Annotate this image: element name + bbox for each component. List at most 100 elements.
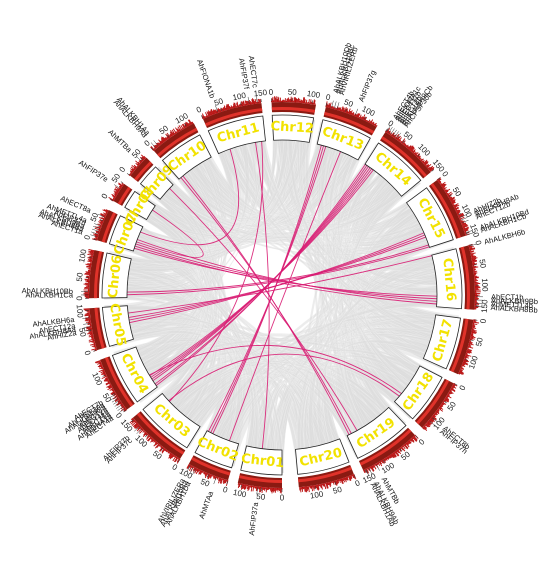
density-bar (114, 188, 120, 193)
density-bar (308, 486, 310, 493)
density-bar (161, 448, 166, 454)
density-bar (470, 253, 474, 256)
gene-marker-line (113, 184, 121, 189)
gene-marker-line (213, 477, 217, 485)
density-bar (114, 188, 120, 192)
density-bar (176, 128, 180, 132)
density-bar (240, 101, 243, 107)
tick-mark (140, 157, 144, 161)
density-bar (174, 132, 177, 135)
density-bar (121, 405, 125, 408)
density-bar (360, 116, 363, 120)
density-bar (402, 142, 406, 146)
density-bar (462, 225, 469, 229)
density-bar (210, 109, 214, 116)
density-bar (429, 418, 434, 422)
density-bar (449, 196, 455, 201)
density-bar (197, 469, 200, 473)
density-bar (345, 476, 348, 481)
density-bar (175, 131, 178, 134)
density-bar (221, 107, 224, 112)
density-bar (186, 463, 190, 469)
density-bar (315, 484, 317, 489)
density-bar (378, 461, 380, 464)
density-bar (471, 331, 477, 334)
density-bar (400, 140, 403, 144)
density-bar (350, 475, 353, 479)
density-bar (460, 220, 463, 223)
density-bar (311, 485, 314, 492)
density-bar (119, 185, 123, 188)
density-bar (335, 480, 338, 486)
density-bar (348, 475, 352, 481)
density-bar (471, 332, 476, 334)
density-bar (166, 137, 169, 140)
density-bar (227, 103, 231, 110)
density-bar (88, 333, 94, 336)
tick-label: 100 (90, 371, 104, 387)
density-bar (115, 186, 121, 191)
density-bar (182, 127, 185, 130)
density-bar (131, 168, 135, 172)
density-bar (243, 100, 246, 106)
density-bar (339, 478, 342, 482)
density-bar (456, 210, 461, 214)
tick-mark (399, 448, 403, 452)
gene-marker-line (394, 131, 399, 138)
density-bar (419, 158, 422, 161)
density-bar (161, 136, 166, 142)
density-bar (388, 455, 392, 459)
density-bar (366, 120, 369, 122)
gene-marker-line (192, 468, 196, 476)
density-bar (374, 122, 377, 127)
density-bar (175, 127, 179, 133)
density-bar (241, 102, 244, 107)
density-bar (385, 457, 388, 460)
tick-mark (93, 350, 97, 352)
density-bar (457, 212, 460, 215)
density-bar (150, 438, 154, 441)
density-bar (87, 332, 93, 335)
density-bar (470, 336, 476, 339)
density-bar (236, 101, 239, 108)
gene-density-track (104, 357, 134, 407)
density-bar (180, 125, 184, 130)
density-bar (405, 144, 409, 148)
density-bar (156, 443, 160, 449)
density-bar (130, 168, 135, 172)
density-bar (123, 406, 126, 409)
density-bar (89, 258, 93, 260)
tick-label: 50 (451, 186, 464, 199)
density-bar (405, 442, 410, 448)
gene-marker-line (90, 234, 98, 238)
gene-marker-line (388, 126, 393, 134)
density-bar (129, 173, 132, 175)
density-bar (111, 387, 113, 389)
density-bar (114, 194, 117, 197)
gene-marker-line (189, 467, 194, 474)
density-bar (371, 465, 375, 472)
gene-name: AhFIONA1b (195, 58, 217, 99)
density-bar (133, 168, 136, 170)
density-bar (406, 441, 410, 445)
density-bar (317, 484, 320, 490)
density-bar (206, 111, 210, 117)
density-bar (207, 110, 211, 116)
duplication-link (115, 231, 460, 304)
density-bar (426, 163, 432, 169)
density-bar (394, 451, 399, 457)
gene-marker-line (429, 420, 436, 426)
density-bar (395, 134, 400, 140)
density-bar (454, 207, 459, 211)
density-bar (177, 457, 180, 460)
density-bar (95, 230, 100, 233)
density-bar (137, 163, 140, 166)
density-bar (105, 381, 110, 385)
density-bar (151, 439, 155, 443)
density-bar (194, 467, 197, 471)
tick-mark (102, 374, 106, 377)
tick-mark (383, 460, 386, 464)
density-bar (201, 470, 204, 473)
density-bar (326, 104, 329, 108)
density-bar (398, 448, 402, 452)
